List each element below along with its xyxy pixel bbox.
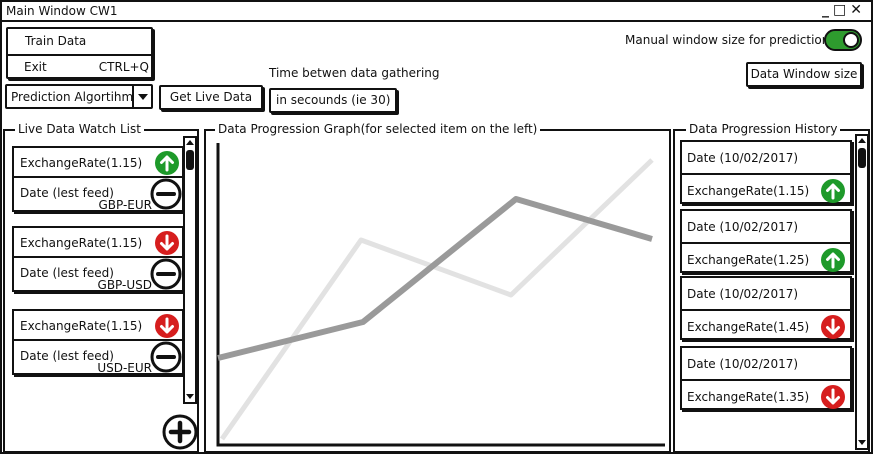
watch-item-date: Date (lest feed): [20, 186, 114, 200]
scroll-thumb[interactable]: [858, 148, 866, 168]
card-divider: [682, 309, 850, 311]
history-item-rate: ExchangeRate(1.35): [687, 390, 810, 404]
toggle-knob: [843, 32, 859, 48]
history-item-rate: ExchangeRate(1.15): [687, 184, 810, 198]
trend-down-icon: [155, 231, 179, 255]
remove-icon[interactable]: [150, 341, 182, 373]
card-divider: [14, 148, 182, 178]
progression-chart: [216, 143, 665, 447]
chart-series-light: [219, 158, 654, 441]
menu-divider: [8, 54, 151, 56]
add-item-button[interactable]: [162, 414, 198, 450]
history-item-rate: ExchangeRate(1.25): [687, 253, 810, 267]
scroll-up-icon[interactable]: [185, 138, 195, 148]
history-item[interactable]: Date (10/02/2017) ExchangeRate(1.15): [680, 140, 852, 204]
menu-item-train-data[interactable]: Train Data: [8, 29, 151, 53]
history-item[interactable]: Date (10/02/2017) ExchangeRate(1.25): [680, 209, 852, 273]
maximize-icon[interactable]: □: [833, 2, 848, 18]
scroll-down-icon[interactable]: [185, 392, 195, 402]
prediction-algorithm-value: Prediction Algortihm: [11, 90, 134, 104]
scroll-up-icon[interactable]: [857, 136, 867, 146]
menu-item-label: Train Data: [25, 34, 87, 48]
card-divider: [682, 379, 850, 381]
close-icon[interactable]: ✕: [850, 2, 863, 18]
history-item-date: Date (10/02/2017): [687, 357, 799, 371]
watch-list-panel: Live Data Watch List ExchangeRate(1.15) …: [3, 122, 199, 453]
card-divider: [682, 173, 850, 175]
manual-window-size-label: Manual window size for prediction: [625, 33, 830, 47]
card-divider: [14, 311, 182, 341]
watch-item-pair: GBP-USD: [97, 278, 152, 292]
history-item[interactable]: Date (10/02/2017) ExchangeRate(1.45): [680, 276, 852, 340]
watch-list-title: Live Data Watch List: [15, 122, 144, 136]
gather-interval-label: Time betwen data gathering: [269, 66, 440, 80]
chart-axes: [216, 143, 665, 447]
watch-item-date: Date (lest feed): [20, 349, 114, 363]
card-divider: [14, 228, 182, 258]
trend-up-icon: [821, 179, 845, 203]
menu-item-shortcut: CTRL+Q: [98, 60, 149, 74]
gather-interval-input[interactable]: in secounds (ie 30): [269, 88, 397, 113]
watch-item-rate: ExchangeRate(1.15): [20, 319, 143, 333]
graph-panel: Data Progression Graph(for selected item…: [204, 122, 671, 453]
chevron-down-icon[interactable]: [132, 86, 151, 107]
scroll-thumb[interactable]: [186, 150, 194, 170]
remove-icon[interactable]: [150, 258, 182, 290]
watch-list-item[interactable]: ExchangeRate(1.15) Date (lest feed) USD-…: [12, 309, 184, 375]
history-item-date: Date (10/02/2017): [687, 220, 799, 234]
trend-up-icon: [155, 151, 179, 175]
window-controls: _ □ ✕: [819, 2, 863, 18]
watch-list-item[interactable]: ExchangeRate(1.15) Date (lest feed) GBP-…: [12, 146, 184, 212]
data-window-size-button[interactable]: Data Window size: [746, 62, 862, 87]
trend-down-icon: [821, 385, 845, 409]
watch-item-date: Date (lest feed): [20, 266, 114, 280]
watch-item-pair: GBP-EUR: [98, 198, 152, 212]
file-menu: Train Data Exit CTRL+Q: [6, 27, 153, 79]
window-title: Main Window CW1: [6, 4, 118, 18]
trend-down-icon: [155, 314, 179, 338]
watch-list-scrollbar[interactable]: [183, 136, 197, 404]
trend-down-icon: [821, 315, 845, 339]
card-divider: [682, 242, 850, 244]
menu-item-exit[interactable]: Exit CTRL+Q: [8, 56, 151, 80]
scroll-down-icon[interactable]: [857, 438, 867, 448]
watch-item-rate: ExchangeRate(1.15): [20, 156, 143, 170]
get-live-data-button[interactable]: Get Live Data: [159, 85, 263, 110]
history-item-date: Date (10/02/2017): [687, 151, 799, 165]
minimize-icon[interactable]: _: [822, 2, 831, 18]
history-item-date: Date (10/02/2017): [687, 287, 799, 301]
history-title: Data Progression History: [686, 122, 841, 136]
manual-window-size-toggle[interactable]: [824, 29, 862, 51]
history-item-rate: ExchangeRate(1.45): [687, 320, 810, 334]
watch-list-item[interactable]: ExchangeRate(1.15) Date (lest feed) GBP-…: [12, 226, 184, 292]
remove-icon[interactable]: [150, 178, 182, 210]
graph-title: Data Progression Graph(for selected item…: [215, 122, 541, 136]
watch-item-pair: USD-EUR: [97, 361, 152, 375]
history-scrollbar[interactable]: [855, 134, 869, 450]
history-item[interactable]: Date (10/02/2017) ExchangeRate(1.35): [680, 346, 852, 410]
menu-item-label: Exit: [24, 60, 47, 74]
trend-up-icon: [821, 248, 845, 272]
history-panel: Data Progression History Date (10/02/201…: [673, 122, 870, 453]
prediction-algorithm-select[interactable]: Prediction Algortihm: [5, 84, 153, 109]
watch-item-rate: ExchangeRate(1.15): [20, 236, 143, 250]
title-bar: Main Window CW1 _ □ ✕: [2, 2, 871, 22]
chart-series-dark: [217, 196, 653, 361]
